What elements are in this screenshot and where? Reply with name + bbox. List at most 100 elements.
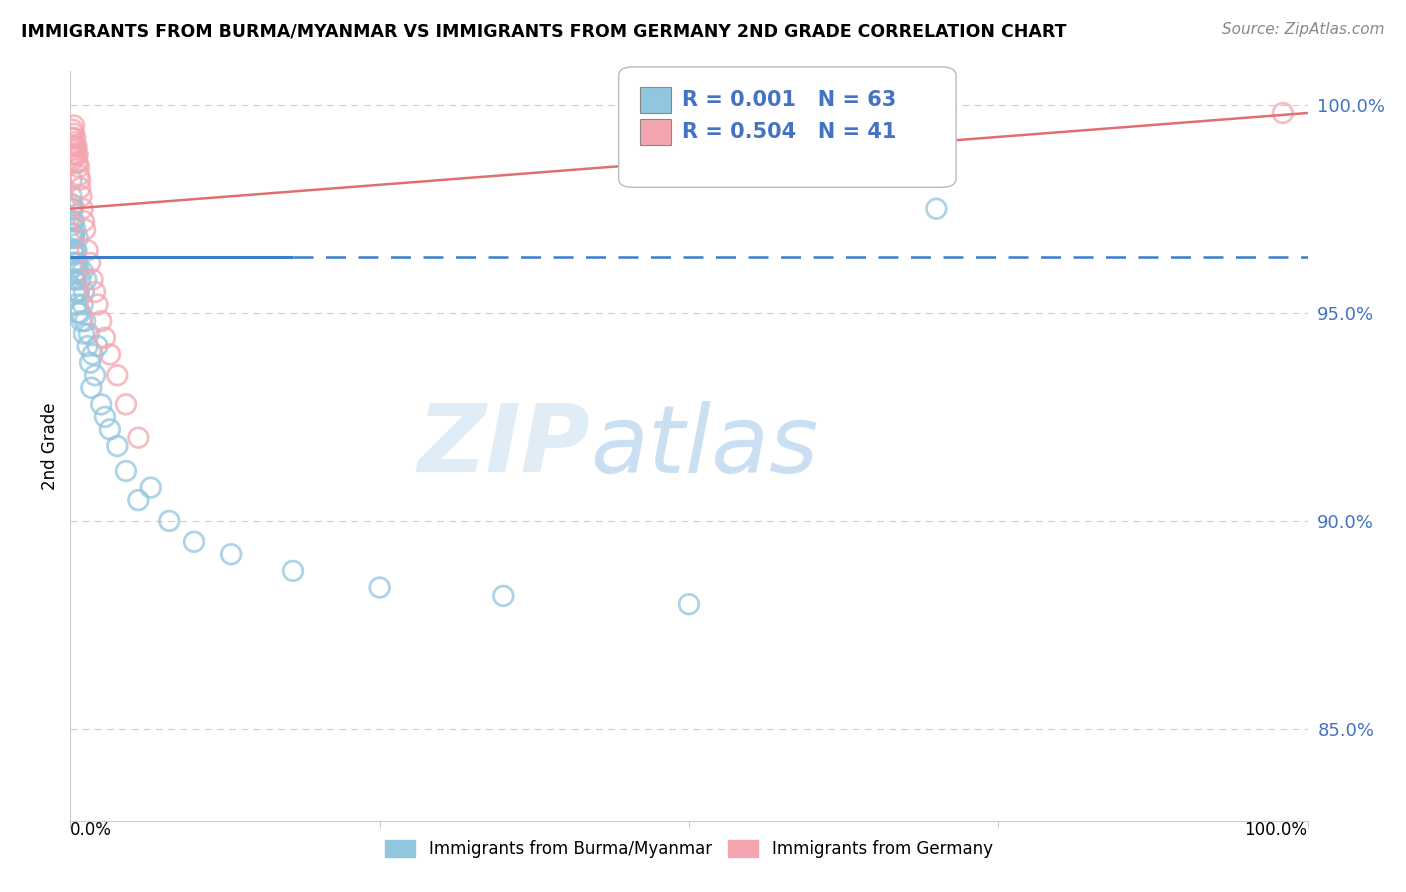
Point xyxy=(98,347,121,361)
Point xyxy=(60,189,83,203)
Point xyxy=(62,147,84,161)
Point xyxy=(63,260,86,274)
Point xyxy=(60,231,83,245)
Point xyxy=(70,314,93,328)
Point xyxy=(72,202,94,216)
Point xyxy=(94,331,117,345)
Legend: Immigrants from Burma/Myanmar, Immigrants from Germany: Immigrants from Burma/Myanmar, Immigrant… xyxy=(378,833,1000,864)
Point xyxy=(63,152,86,166)
Point xyxy=(65,256,87,270)
Point xyxy=(98,422,121,436)
Point xyxy=(65,147,87,161)
Point xyxy=(79,356,101,370)
Point xyxy=(65,272,87,286)
Point xyxy=(62,139,84,153)
Point xyxy=(69,306,91,320)
Text: R = 0.001   N = 63: R = 0.001 N = 63 xyxy=(682,90,896,110)
Point xyxy=(115,464,138,478)
Point xyxy=(66,306,89,320)
Point xyxy=(90,397,112,411)
Point xyxy=(127,431,149,445)
Point xyxy=(678,597,700,611)
Point xyxy=(84,285,107,299)
Point xyxy=(66,285,89,299)
Point xyxy=(76,339,98,353)
Point xyxy=(62,244,84,258)
Point xyxy=(678,160,700,174)
Point xyxy=(60,139,83,153)
Point xyxy=(65,244,87,258)
Point xyxy=(67,264,90,278)
Point xyxy=(67,169,90,183)
Point xyxy=(82,347,104,361)
Point xyxy=(69,272,91,286)
Point xyxy=(105,439,128,453)
Point xyxy=(69,181,91,195)
Point xyxy=(73,285,96,299)
Point xyxy=(60,219,83,233)
Point xyxy=(63,247,86,261)
Point xyxy=(65,244,87,258)
Text: 0.0%: 0.0% xyxy=(70,821,112,838)
Point xyxy=(62,227,84,241)
Point xyxy=(66,231,89,245)
Point xyxy=(75,222,97,236)
Point xyxy=(86,297,108,311)
Point xyxy=(139,481,162,495)
Point xyxy=(80,381,103,395)
Point xyxy=(79,256,101,270)
Point xyxy=(65,222,87,236)
Point xyxy=(67,285,90,299)
Point xyxy=(63,119,86,133)
Point xyxy=(77,326,100,341)
Point xyxy=(65,264,87,278)
Text: atlas: atlas xyxy=(591,401,818,491)
Point xyxy=(69,172,91,186)
Point xyxy=(65,285,87,299)
Point xyxy=(75,314,97,328)
Point xyxy=(66,156,89,170)
Point xyxy=(60,147,83,161)
Point xyxy=(65,297,87,311)
Point xyxy=(62,202,84,216)
Point xyxy=(65,131,87,145)
Point xyxy=(63,272,86,286)
Text: 100.0%: 100.0% xyxy=(1244,821,1308,838)
Point xyxy=(82,272,104,286)
Point xyxy=(72,297,94,311)
Text: Source: ZipAtlas.com: Source: ZipAtlas.com xyxy=(1222,22,1385,37)
Point xyxy=(65,285,87,299)
Point xyxy=(63,135,86,149)
Text: IMMIGRANTS FROM BURMA/MYANMAR VS IMMIGRANTS FROM GERMANY 2ND GRADE CORRELATION C: IMMIGRANTS FROM BURMA/MYANMAR VS IMMIGRA… xyxy=(21,22,1067,40)
Point xyxy=(72,264,94,278)
Point xyxy=(76,244,98,258)
Point xyxy=(281,564,304,578)
Point xyxy=(65,156,87,170)
Point xyxy=(63,227,86,241)
Text: ZIP: ZIP xyxy=(418,400,591,492)
Point xyxy=(66,147,89,161)
Point xyxy=(62,122,84,136)
Point xyxy=(67,160,90,174)
Point xyxy=(492,589,515,603)
Point xyxy=(183,534,205,549)
Point xyxy=(65,147,87,161)
Point xyxy=(90,314,112,328)
Point xyxy=(60,172,83,186)
Point xyxy=(62,256,84,270)
Point xyxy=(62,131,84,145)
Point xyxy=(368,581,391,595)
Point xyxy=(62,197,84,211)
Point xyxy=(62,214,84,228)
Point xyxy=(65,139,87,153)
Point xyxy=(105,368,128,383)
Point xyxy=(66,256,89,270)
Point xyxy=(115,397,138,411)
Point xyxy=(60,131,83,145)
Point xyxy=(70,189,93,203)
Point xyxy=(219,547,242,561)
Point xyxy=(65,139,87,153)
Point xyxy=(63,144,86,158)
Point xyxy=(94,409,117,424)
Point xyxy=(73,214,96,228)
